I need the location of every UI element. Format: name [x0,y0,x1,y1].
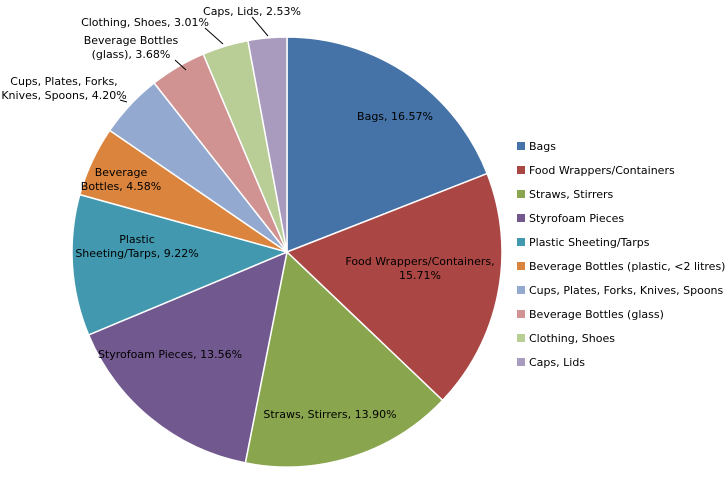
data-label-7: Cups, Plates, Forks, Knives, Spoons, 4.20… [1,75,126,102]
pie-slice-5 [71,193,290,336]
data-label-8: Beverage Bottles (glass), 3.68% [84,34,179,61]
pie-slices [71,36,503,468]
legend-label-3: Straws, Stirrers [529,188,614,201]
legend-swatch-4 [517,214,525,222]
legend-swatch-1 [517,142,525,150]
legend-label-7: Cups, Plates, Forks, Knives, Spoons [529,284,724,297]
legend-swatch-3 [517,190,525,198]
legend-label-4: Styrofoam Pieces [529,212,624,225]
data-label-10: Caps, Lids, 2.53% [203,5,301,18]
legend-swatch-5 [517,238,525,246]
data-label-1: Bags, 16.57% [357,110,433,123]
data-labels: Bags, 16.57% Food Wrappers/Containers, 15.… [1,5,494,421]
legend-label-5: Plastic Sheeting/Tarps [529,236,650,249]
legend-swatch-9 [517,334,525,342]
legend-swatch-2 [517,166,525,174]
legend-swatch-8 [517,310,525,318]
legend-label-1: Bags [529,140,556,153]
legend-label-6: Beverage Bottles (plastic, <2 litres) [529,260,725,273]
legend-swatch-7 [517,286,525,294]
legend-label-10: Caps, Lids [529,356,585,369]
pie-slice-4 [87,250,289,464]
leader-lines [119,16,269,103]
legend-label-9: Clothing, Shoes [529,332,615,345]
data-label-5: Plastic Sheeting/Tarps, 9.22% [75,233,198,260]
pie-slice-3 [244,250,444,468]
leader-line-7 [119,99,128,103]
pie-slice-2 [285,172,503,402]
data-label-6: Beverage Bottles, 4.58% [81,166,161,193]
legend-swatch-6 [517,262,525,270]
pie-slice-1 [286,36,489,254]
pie-slice-10 [247,36,288,253]
legend: Bags Food Wrappers/Containers Straws, Stir… [517,140,725,369]
leader-line-9 [204,27,224,45]
legend-label-8: Beverage Bottles (glass) [529,308,664,321]
leader-line-10 [251,16,269,37]
legend-swatch-10 [517,358,525,366]
data-label-4: Styrofoam Pieces, 13.56% [98,348,242,361]
legend-label-2: Food Wrappers/Containers [529,164,675,177]
data-label-2: Food Wrappers/Containers, 15.71% [345,255,494,282]
data-label-3: Straws, Stirrers, 13.90% [263,408,396,421]
leader-line-8 [174,59,187,71]
data-label-9: Clothing, Shoes, 3.01% [81,16,209,29]
